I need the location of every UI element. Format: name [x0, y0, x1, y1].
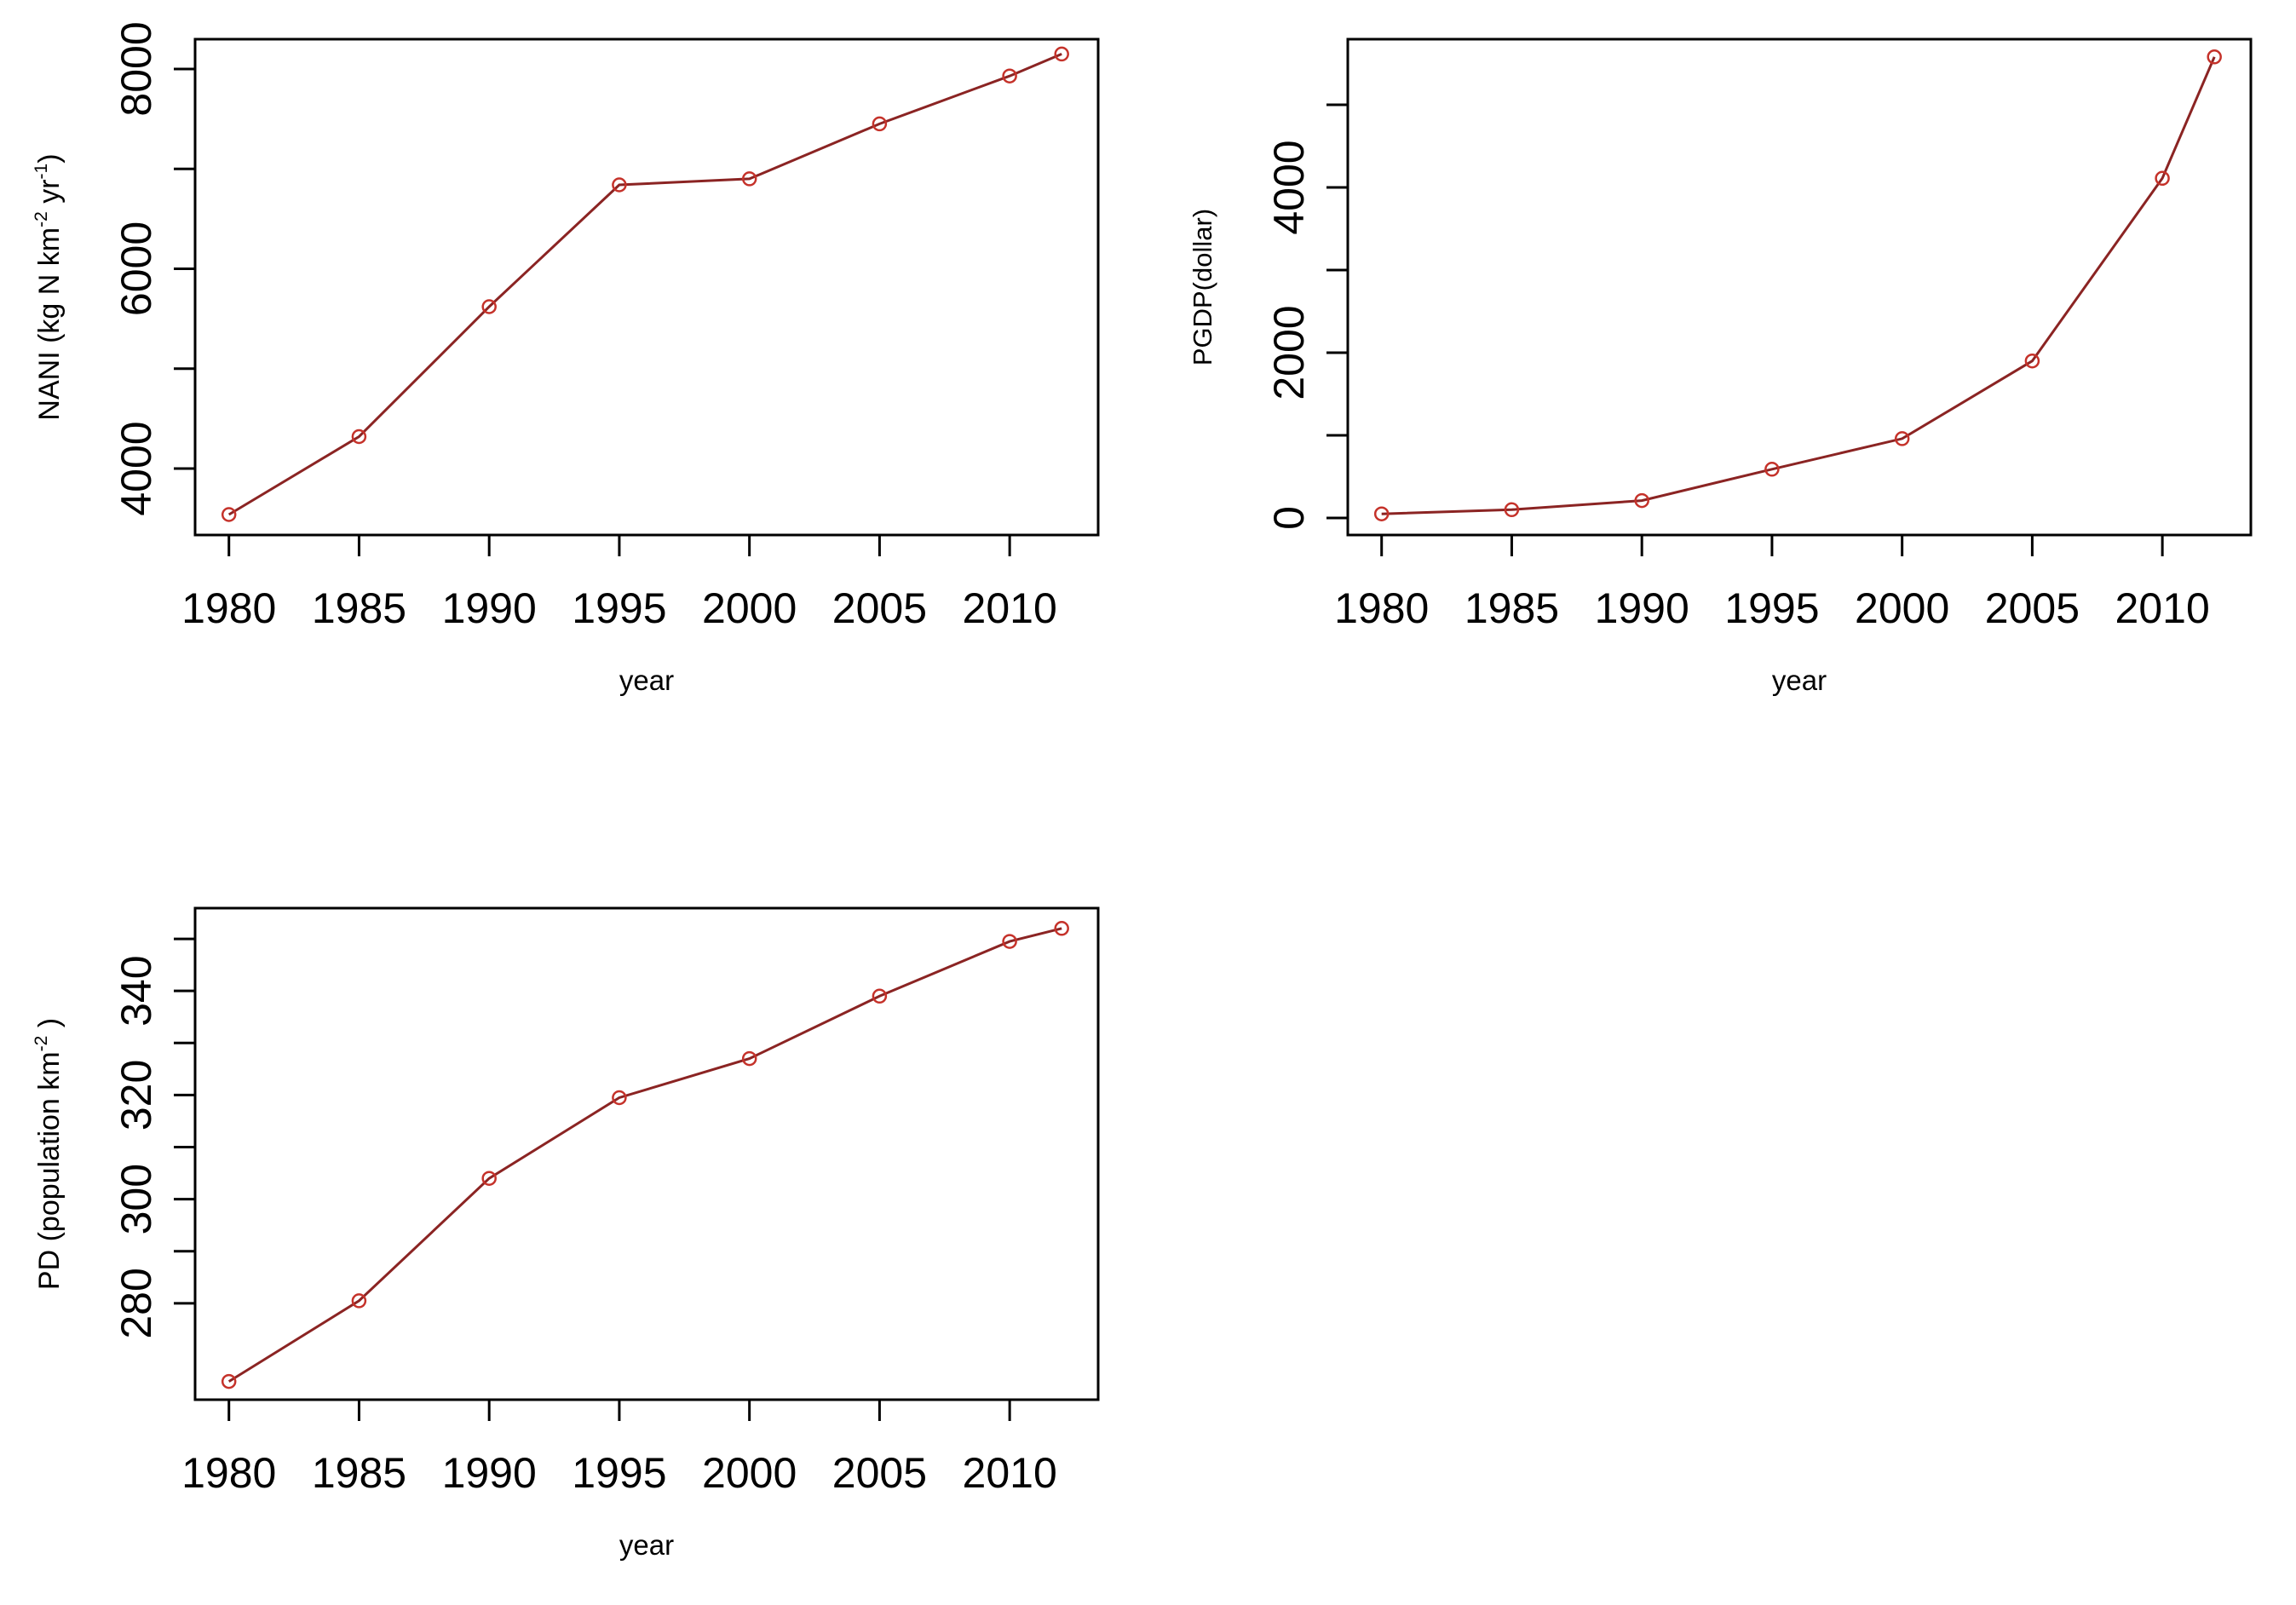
plot-box — [193, 906, 1100, 1401]
x-tick-label: 1980 — [181, 1449, 276, 1497]
chart-pgdp: 1980 1985 1990 1995 2000 2005 2010 0 2000 4000 yea… — [1188, 37, 2253, 696]
series-line-nani — [227, 53, 1062, 516]
y-axis: 4000 6000 8000 — [112, 21, 195, 516]
y-axis-title: PD (population km-2 ) — [32, 1018, 66, 1290]
x-tick-label: 2000 — [702, 584, 797, 632]
y-tick-label: 280 — [112, 1268, 160, 1338]
data-point — [221, 507, 237, 522]
data-point — [481, 1171, 497, 1186]
data-point — [1373, 506, 1390, 521]
x-tick-label: 1980 — [181, 584, 276, 632]
plot-box — [193, 37, 1100, 537]
x-axis-title: year — [619, 664, 674, 696]
data-point — [741, 171, 757, 187]
series-line-pgdp — [1381, 56, 2216, 515]
x-tick-label: 2000 — [702, 1449, 797, 1497]
data-point — [872, 988, 888, 1004]
data-point — [481, 299, 497, 314]
x-tick-label: 1990 — [1595, 584, 1689, 632]
data-point — [2024, 353, 2040, 369]
y-tick-label: 340 — [112, 955, 160, 1026]
x-tick-label: 1995 — [572, 1449, 666, 1497]
x-tick-label: 2010 — [963, 1449, 1057, 1497]
x-tick-label: 2005 — [832, 1449, 927, 1497]
data-point — [612, 1090, 627, 1106]
data-point — [221, 1373, 237, 1389]
y-axis-title: NANI (kg N km-2 yr-1) — [32, 153, 66, 420]
data-point — [351, 1293, 367, 1309]
data-point — [351, 429, 367, 445]
x-axis: 1980 1985 1990 1995 2000 2005 2010 — [181, 1400, 1057, 1497]
data-point — [1634, 492, 1649, 509]
x-tick-label: 1995 — [1724, 584, 1819, 632]
y-tick-label: 2000 — [1265, 305, 1313, 400]
y-tick-label: 0 — [1265, 506, 1313, 530]
data-point — [2207, 49, 2222, 65]
x-tick-label: 1985 — [312, 1449, 406, 1497]
data-point — [1002, 68, 1017, 83]
data-point — [2155, 170, 2170, 187]
y-tick-label: 4000 — [1265, 140, 1313, 234]
x-axis-title: year — [1772, 664, 1827, 696]
x-axis-title: year — [619, 1529, 674, 1561]
data-point — [741, 1050, 757, 1067]
y-tick-label: 6000 — [112, 221, 160, 316]
y-tick-label: 300 — [112, 1164, 160, 1234]
data-point — [612, 177, 627, 193]
x-tick-label: 2005 — [832, 584, 927, 632]
x-tick-label: 1980 — [1334, 584, 1429, 632]
x-tick-label: 2010 — [2115, 584, 2210, 632]
x-tick-label: 1990 — [442, 584, 537, 632]
x-axis: 1980 1985 1990 1995 2000 2005 2010 — [181, 535, 1057, 632]
chart-pd: 1980 1985 1990 1995 2000 2005 2010 280 300 320 340… — [32, 906, 1100, 1561]
data-point — [1894, 431, 1910, 446]
data-point — [1054, 921, 1069, 936]
plot-box — [1346, 37, 2253, 537]
x-tick-label: 1985 — [1464, 584, 1559, 632]
x-tick-label: 2010 — [963, 584, 1057, 632]
data-point — [872, 116, 888, 132]
y-tick-label: 320 — [112, 1060, 160, 1130]
y-tick-label: 4000 — [112, 421, 160, 515]
y-axis: 0 2000 4000 — [1265, 103, 1348, 530]
y-axis-title: PGDP(dollar) — [1188, 209, 1217, 365]
x-tick-label: 1995 — [572, 584, 666, 632]
x-tick-label: 1985 — [312, 584, 406, 632]
data-point — [1764, 462, 1780, 477]
x-tick-label: 2005 — [1985, 584, 2080, 632]
x-axis: 1980 1985 1990 1995 2000 2005 2010 — [1334, 535, 2210, 632]
data-point — [1504, 502, 1520, 518]
y-tick-label: 8000 — [112, 21, 160, 116]
y-axis: 280 300 320 340 — [112, 937, 195, 1339]
x-tick-label: 1990 — [442, 1449, 537, 1497]
x-tick-label: 2000 — [1855, 584, 1949, 632]
chart-nani: 1980 1985 1990 1995 2000 2005 2010 4000 6000 8000… — [32, 21, 1100, 696]
data-point — [1002, 934, 1017, 949]
data-point — [1054, 46, 1069, 62]
series-line-pd — [227, 927, 1062, 1383]
